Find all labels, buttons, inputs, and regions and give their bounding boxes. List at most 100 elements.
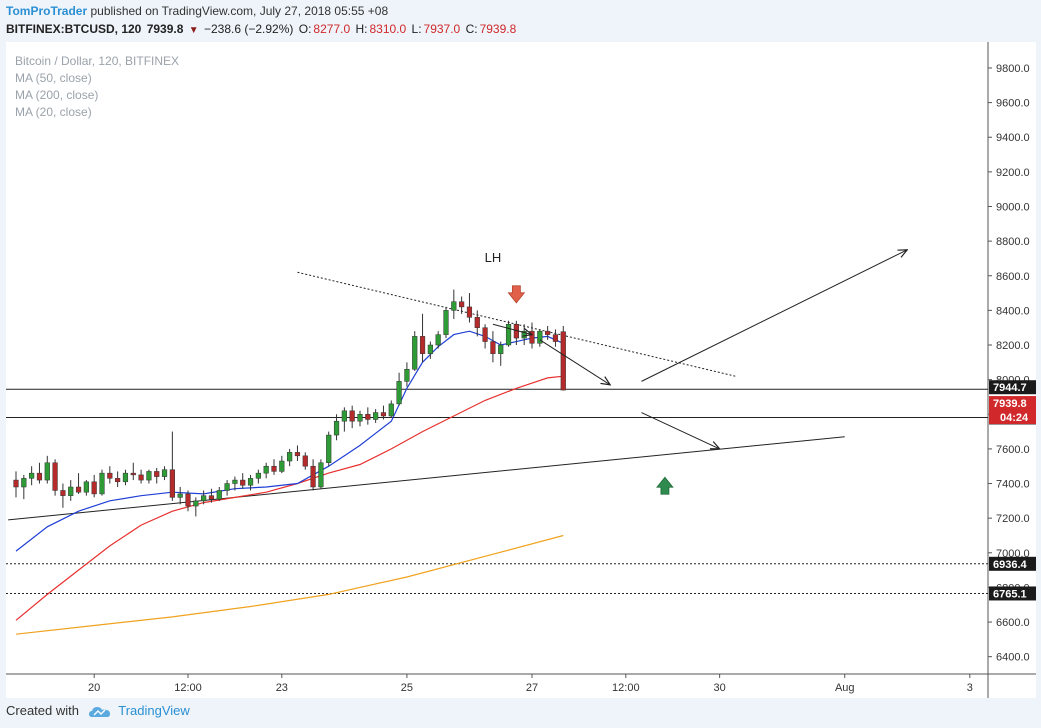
y-tick-label: 8200.0 bbox=[996, 340, 1030, 352]
level-tag: 6936.4 bbox=[989, 556, 1036, 571]
level-tag: 7944.7 bbox=[989, 380, 1036, 395]
candle bbox=[29, 466, 35, 486]
y-tick-label: 7400.0 bbox=[996, 479, 1030, 491]
candle bbox=[560, 325, 566, 391]
legend-ma50: MA (50, close) bbox=[15, 71, 92, 85]
candle-body bbox=[459, 301, 465, 308]
candle-body bbox=[60, 490, 66, 496]
y-tick-label: 9400.0 bbox=[996, 132, 1030, 144]
x-tick-label: 3 bbox=[967, 682, 973, 694]
candle-body bbox=[326, 434, 332, 464]
legend-ma20: MA (20, close) bbox=[15, 105, 92, 119]
candle-body bbox=[388, 403, 394, 417]
candle-body bbox=[29, 472, 35, 479]
candle-body bbox=[21, 478, 27, 488]
candle bbox=[201, 490, 207, 505]
annotation-label: LH bbox=[485, 250, 502, 265]
level-tag-text: 7944.7 bbox=[993, 382, 1027, 394]
candle bbox=[52, 459, 58, 496]
candle bbox=[474, 310, 480, 337]
price-chart[interactable]: 6400.06600.06800.07000.07200.07400.07600… bbox=[6, 42, 1036, 698]
candle-body bbox=[552, 334, 559, 342]
y-tick-label: 9800.0 bbox=[996, 63, 1030, 75]
candle-body bbox=[138, 474, 144, 481]
candle-body bbox=[505, 323, 512, 346]
candle-body bbox=[52, 462, 58, 491]
candle-body bbox=[451, 301, 457, 311]
candle bbox=[60, 483, 66, 508]
candle bbox=[443, 306, 449, 339]
candle-body bbox=[83, 481, 89, 493]
candle bbox=[154, 467, 160, 484]
current-price-tag: 7939.8 04:24 bbox=[989, 396, 1036, 425]
candle-body bbox=[365, 414, 371, 420]
candle-body bbox=[482, 327, 488, 342]
candle-body bbox=[560, 331, 566, 391]
candle-body bbox=[435, 334, 441, 346]
candle-body bbox=[396, 381, 402, 405]
tradingview-brand-link[interactable]: TradingView bbox=[118, 703, 190, 718]
candle bbox=[169, 431, 175, 501]
candle bbox=[310, 459, 316, 491]
candle bbox=[302, 452, 308, 470]
candle bbox=[537, 329, 543, 347]
tradingview-cloud-icon bbox=[88, 706, 110, 717]
candle bbox=[75, 473, 82, 494]
candle bbox=[466, 293, 473, 323]
level-tag-text: 6765.1 bbox=[993, 588, 1027, 600]
candle bbox=[490, 331, 496, 363]
candle bbox=[357, 410, 363, 427]
candle bbox=[419, 313, 426, 363]
x-tick-label: 27 bbox=[526, 682, 538, 694]
candle bbox=[83, 480, 89, 496]
x-tick-label: 20 bbox=[88, 682, 100, 694]
candle bbox=[498, 341, 504, 366]
open-value: 8277.0 bbox=[313, 22, 351, 36]
created-with-text: Created with bbox=[6, 703, 79, 718]
candle-body bbox=[279, 460, 285, 472]
x-tick-label: 23 bbox=[276, 682, 288, 694]
candle-body bbox=[185, 493, 191, 507]
legend-title: Bitcoin / Dollar, 120, BITFINEX bbox=[15, 54, 180, 68]
candle-body bbox=[224, 483, 230, 491]
x-tick-label: 12:00 bbox=[612, 682, 640, 694]
candle-body bbox=[380, 412, 387, 417]
author-link[interactable]: TomProTrader bbox=[6, 4, 88, 18]
level-tag-bg bbox=[989, 586, 1036, 601]
bar-countdown-text: 04:24 bbox=[1000, 412, 1029, 424]
y-tick-label: 8800.0 bbox=[996, 236, 1030, 248]
candle-body bbox=[466, 306, 473, 318]
candle bbox=[255, 469, 261, 484]
candle-body bbox=[169, 469, 175, 498]
candle-body bbox=[208, 495, 215, 500]
last-price: 7939.8 bbox=[146, 22, 184, 36]
candle bbox=[333, 414, 340, 441]
candle bbox=[177, 486, 183, 505]
candle-body bbox=[130, 472, 136, 476]
level-tag-bg bbox=[989, 556, 1036, 571]
candle bbox=[115, 471, 121, 487]
candle-body bbox=[240, 479, 246, 486]
candle bbox=[99, 469, 105, 496]
candle bbox=[263, 462, 269, 479]
candle bbox=[279, 455, 285, 474]
candle bbox=[68, 480, 74, 501]
candle-body bbox=[115, 478, 121, 483]
candle-body bbox=[255, 472, 261, 479]
candle-body bbox=[302, 455, 308, 467]
candle-body bbox=[177, 493, 183, 498]
candle bbox=[404, 362, 410, 387]
candle-body bbox=[36, 472, 43, 481]
y-tick-label: 9200.0 bbox=[996, 167, 1030, 179]
candle bbox=[373, 409, 379, 423]
candle-body bbox=[412, 336, 418, 370]
y-tick-label: 7600.0 bbox=[996, 444, 1030, 456]
candle bbox=[435, 331, 441, 349]
close-label: C: bbox=[465, 22, 478, 36]
candle bbox=[451, 289, 457, 320]
candle-body bbox=[349, 410, 355, 422]
candle-body bbox=[44, 462, 50, 481]
low-label: L: bbox=[411, 22, 422, 36]
candle-body bbox=[99, 472, 105, 495]
open-label: O: bbox=[298, 22, 312, 36]
